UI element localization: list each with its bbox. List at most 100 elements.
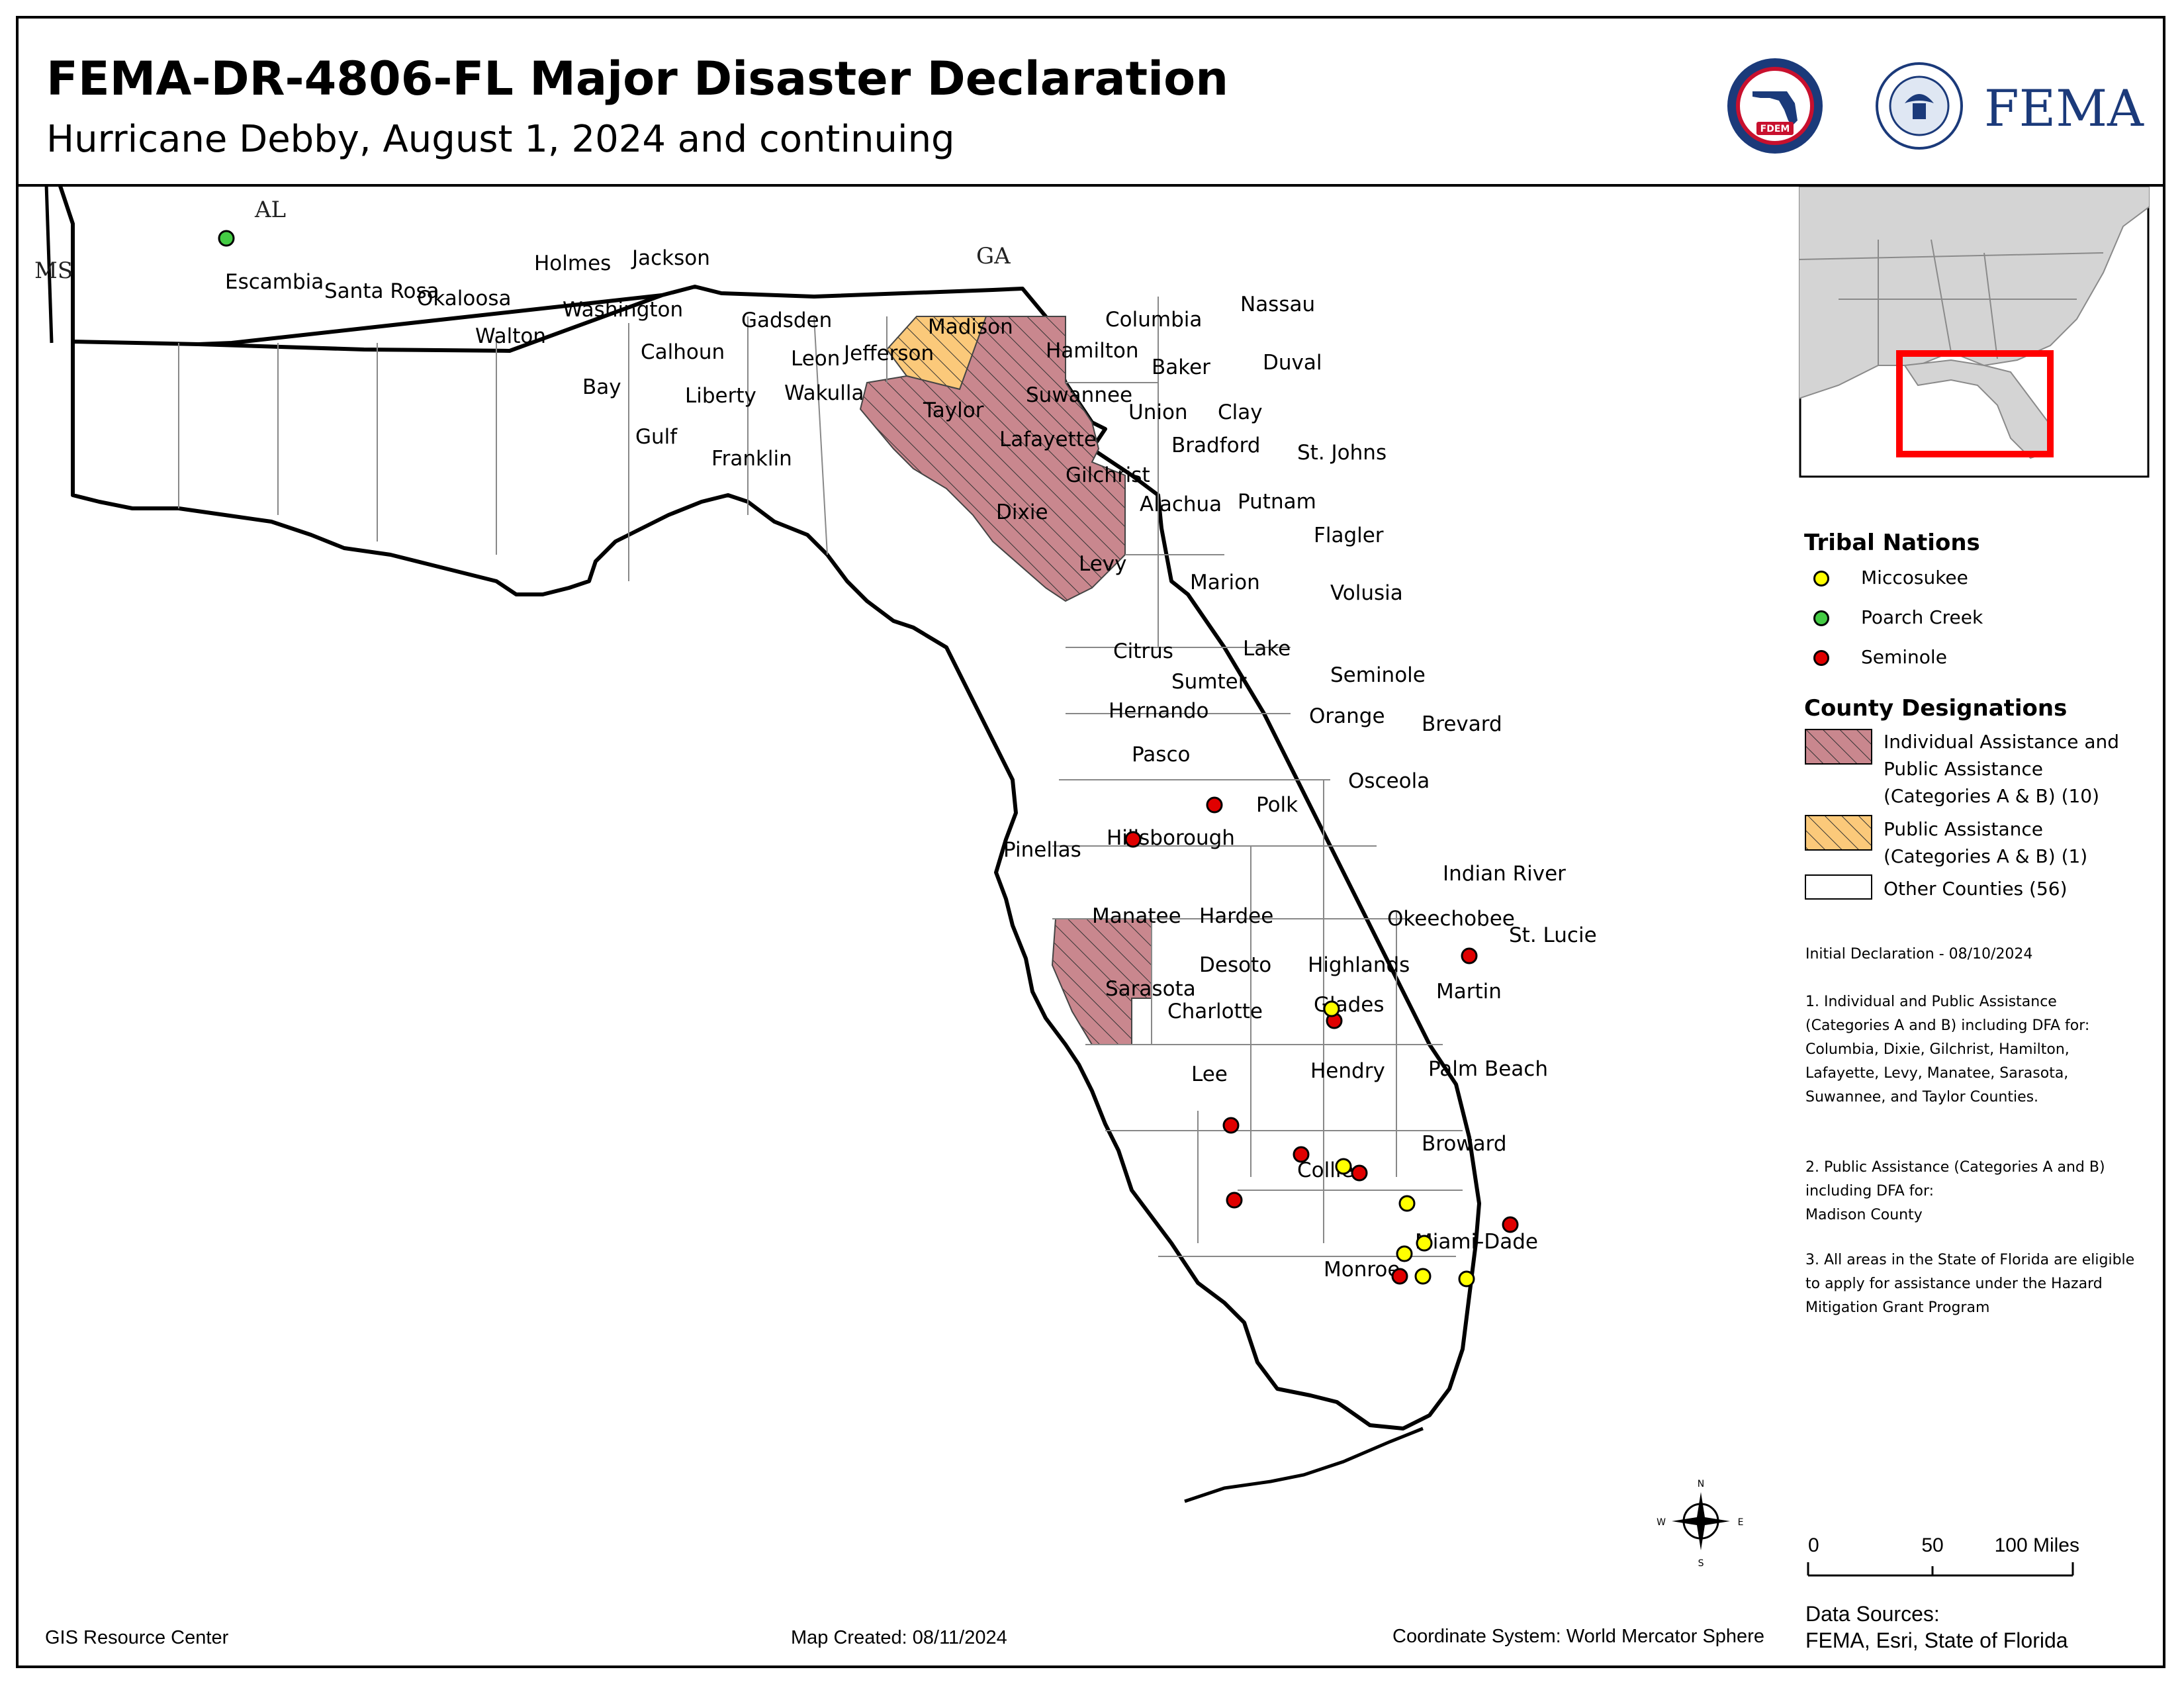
county-label-jackson: Jackson [631,246,710,270]
county-shape-big-bend [859,316,1126,602]
county-label-citrus: Citrus [1113,639,1173,663]
county-label-okeechobee: Okeechobee [1387,907,1515,931]
county-label-highlands: Highlands [1308,953,1410,977]
florida-outline [71,285,1481,1430]
county-label-brevard: Brevard [1422,712,1502,736]
county-label-suwannee: Suwannee [1026,383,1132,407]
legend-tribal-heading: Tribal Nations [1804,530,1980,556]
county-label-polk: Polk [1256,793,1298,817]
footer-map-created: Map Created: 08/11/2024 [791,1627,1007,1648]
county-label-sumter: Sumter [1171,670,1247,694]
legend-dot-seminole [1813,650,1829,666]
county-lines [178,297,1463,1257]
note-3: 3. All areas in the State of Florida are… [1805,1252,2135,1316]
county-label-dixie: Dixie [996,500,1048,524]
county-label-flagler: Flagler [1314,524,1384,547]
county-label-sarasota: Sarasota [1105,977,1196,1001]
ms-border [44,184,54,344]
county-label-escambia: Escambia [225,270,324,294]
county-label-holmes: Holmes [534,252,611,275]
county-label-calhoun: Calhoun [641,340,725,364]
county-label-palm-beach: Palm Beach [1428,1057,1548,1081]
county-label-putnam: Putnam [1238,490,1316,514]
tribal-marker-miccosukee [1458,1270,1475,1288]
tribal-marker-seminole [1206,796,1223,814]
footer-gis-center: GIS Resource Center [45,1627,229,1648]
county-label-levy: Levy [1079,552,1127,576]
county-label-franklin: Franklin [711,447,792,471]
county-label-st-lucie: St. Lucie [1509,923,1597,947]
county-label-baker: Baker [1152,355,1210,379]
county-label-martin: Martin [1436,980,1502,1004]
county-label-charlotte: Charlotte [1167,1000,1263,1023]
note-1: 1. Individual and Public Assistance (Cate… [1805,994,2090,1105]
county-label-osceola: Osceola [1348,769,1430,793]
county-label-bradford: Bradford [1171,434,1260,457]
state-label-ga: GA [976,243,1011,269]
legend-ia-pa-label: Individual Assistance and Public Assista… [1884,731,2120,807]
inset-locator-map [1799,187,2150,478]
county-label-desoto: Desoto [1199,953,1271,977]
legend-swatches [1805,729,1872,900]
fema-logo: FEMA [1876,62,2144,150]
legend-label-poarch-creek: Poarch Creek [1861,606,1983,628]
page-title: FEMA-DR-4806-FL Major Disaster Declarati… [46,52,1229,106]
county-label-leon: Leon [791,347,840,371]
county-label-columbia: Columbia [1105,308,1202,332]
county-label-lee: Lee [1191,1062,1228,1086]
county-label-pasco: Pasco [1132,743,1190,767]
county-label-duval: Duval [1263,351,1322,375]
county-label-st-johns: St. Johns [1297,441,1387,465]
data-sources: Data Sources: FEMA, Esri, State of Flori… [1805,1602,2068,1652]
note-2: 2. Public Assistance (Categories A and B… [1805,1159,2105,1223]
tribal-marker-miccosukee [1398,1195,1416,1212]
county-label-washington: Washington [563,298,683,322]
county-label-gadsden: Gadsden [741,308,832,332]
tribal-marker-seminole [1461,947,1478,964]
county-label-miami-dade: Miami-Dade [1415,1230,1538,1254]
tribal-marker-miccosukee [1323,1000,1340,1017]
fdem-seal-logo: FDEM [1727,58,1823,154]
inset-extent-box [1896,350,2054,457]
tribal-marker-seminole [1226,1192,1243,1209]
swatch-pa [1805,815,1872,851]
county-label-alachua: Alachua [1140,492,1222,516]
legend-pa-label: Public Assistance (Categories A & B) (1) [1884,818,2088,867]
county-label-volusia: Volusia [1330,581,1403,605]
tribal-marker-seminole [1293,1146,1310,1163]
legend-label-miccosukee: Miccosukee [1861,567,1968,588]
county-label-jefferson: Jefferson [842,342,934,365]
compass-s: S [1698,1558,1704,1569]
map-frame [16,16,2165,1668]
county-label-collier: Collier [1297,1158,1363,1182]
note-initial-declaration: Initial Declaration - 08/10/2024 [1805,946,2033,962]
county-label-walton: Walton [475,324,546,348]
county-label-union: Union [1128,400,1188,424]
tribal-marker-seminole [1502,1216,1519,1233]
compass-w: W [1657,1517,1666,1528]
county-label-marion: Marion [1190,571,1260,594]
ga-border [198,293,662,346]
county-label-lake: Lake [1243,637,1291,661]
county-label-monroe: Monroe [1324,1258,1400,1282]
county-label-hamilton: Hamilton [1046,339,1139,363]
legend-dot-miccosukee [1813,571,1829,586]
county-label-taylor: Taylor [923,399,984,422]
county-label-gilchrist: Gilchrist [1066,463,1150,487]
tribal-marker-seminole [1351,1164,1368,1182]
county-label-bay: Bay [582,375,621,399]
tribal-marker-miccosukee [1335,1158,1352,1175]
header-divider [16,184,2165,187]
swatch-other [1805,874,1872,900]
tribal-marker-poarch-creek [218,230,235,247]
county-label-seminole: Seminole [1330,663,1426,687]
tribal-marker-seminole [1391,1268,1408,1285]
legend-label-seminole: Seminole [1861,646,1947,668]
swatch-ia-pa [1805,729,1872,765]
al-border [58,184,75,342]
state-label-ms: MS [34,258,73,284]
scale-bar: 0 50 100 Miles [1807,1534,2079,1577]
county-label-okaloosa: Okaloosa [417,287,512,310]
